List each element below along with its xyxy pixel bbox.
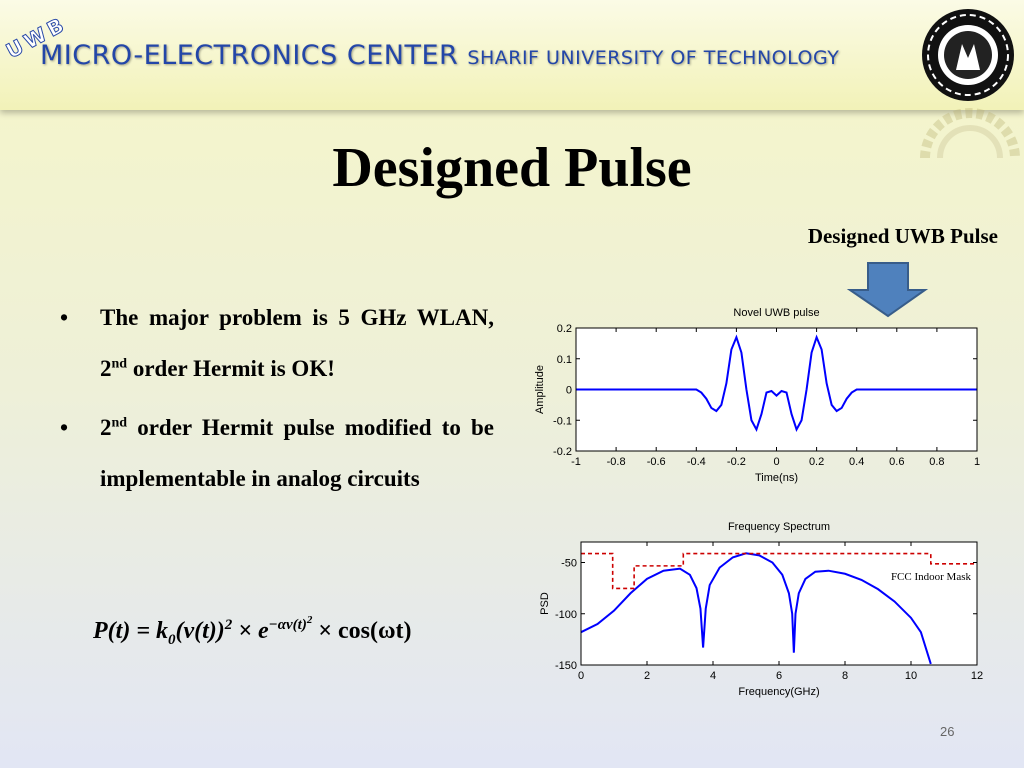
- x-tick-label: 8: [842, 670, 848, 682]
- x-tick-label: 2: [644, 670, 650, 682]
- bullet-text: order Hermit is OK!: [127, 356, 335, 381]
- bullet-dot: •: [60, 415, 69, 440]
- bullet-text: order Hermit pulse modified to be implem…: [100, 415, 494, 491]
- center-name: MICRO-ELECTRONICS CENTER: [40, 40, 459, 71]
- y-axis-label: Amplitude: [534, 365, 546, 414]
- formula-sub: 0: [168, 631, 176, 648]
- chart-title: Frequency Spectrum: [728, 521, 830, 533]
- bullet-sup: nd: [111, 415, 128, 431]
- x-tick-label: 1: [974, 456, 980, 468]
- bullet: • The major problem is 5 GHz WLAN, 2nd or…: [60, 292, 494, 394]
- y-tick-label: -150: [555, 660, 577, 672]
- y-tick-label: -100: [555, 609, 577, 621]
- formula-part: × e: [232, 618, 269, 644]
- x-tick-label: 6: [776, 670, 782, 682]
- x-tick-label: -0.4: [687, 456, 706, 468]
- formula-part: (v(t)): [175, 618, 225, 644]
- bullet: • 2nd order Hermit pulse modified to be i…: [60, 402, 494, 504]
- slide-number: 26: [940, 724, 955, 739]
- series-line: [580, 552, 932, 665]
- series-line: [576, 334, 977, 433]
- logo: [922, 9, 1014, 101]
- y-axis-label: PSD: [539, 592, 551, 615]
- x-tick-label: 10: [905, 670, 917, 682]
- formula-part: × cos(ωt): [312, 618, 412, 644]
- y-tick-label: -0.1: [553, 415, 572, 427]
- formula-sup: 2: [306, 614, 313, 626]
- plot-frame: [575, 327, 978, 452]
- x-tick-label: -1: [571, 456, 581, 468]
- x-tick-label: -0.2: [727, 456, 746, 468]
- x-tick-label: 0.6: [889, 456, 904, 468]
- bullet-list: • The major problem is 5 GHz WLAN, 2nd or…: [60, 292, 494, 504]
- x-tick-label: 0: [773, 456, 779, 468]
- x-tick-label: 12: [971, 670, 983, 682]
- x-tick-label: -0.8: [607, 456, 626, 468]
- y-tick-label: 0.1: [557, 354, 572, 366]
- y-tick-label: 0.2: [557, 323, 572, 335]
- x-tick-label: 0.2: [809, 456, 824, 468]
- bullet-text: 2: [100, 415, 112, 440]
- formula-sup: −αv(t)2: [268, 614, 313, 633]
- x-tick-label: 0: [578, 670, 584, 682]
- x-tick-label: 4: [710, 670, 716, 682]
- y-tick-label: 0: [566, 385, 572, 397]
- bullet-dot: •: [60, 305, 69, 330]
- x-axis-label: Time(ns): [755, 472, 798, 484]
- header-text: MICRO-ELECTRONICS CENTER SHARIF UNIVERSI…: [40, 40, 839, 71]
- annotation: FCC Indoor Mask: [891, 571, 972, 583]
- bullet-sup: nd: [111, 356, 128, 372]
- y-tick-label: -0.2: [553, 446, 572, 458]
- formula: P(t) = k0(v(t))2 × e−αv(t)2 × cos(ωt): [93, 614, 412, 649]
- formula-part: −αv(t): [268, 617, 307, 633]
- formula-part: P(t) = k: [93, 618, 168, 644]
- bullet-text: The major problem is 5 GHz WLAN, 2: [100, 305, 494, 381]
- plot-area: [581, 542, 977, 665]
- header-band: [0, 0, 1024, 110]
- callout: Designed UWB Pulse: [807, 224, 998, 248]
- series-line: [581, 552, 977, 590]
- x-tick-label: -0.6: [647, 456, 666, 468]
- logo-watermark: [920, 108, 1020, 159]
- chart-title: Novel UWB pulse: [733, 307, 819, 319]
- x-tick-label: 0.4: [849, 456, 864, 468]
- slide-title: Designed Pulse: [332, 137, 692, 199]
- arrow: [846, 262, 929, 318]
- plot-frame: [580, 541, 978, 666]
- x-axis-label: Frequency(GHz): [738, 686, 819, 698]
- y-tick-label: -50: [561, 558, 577, 570]
- university-name: SHARIF UNIVERSITY OF TECHNOLOGY: [467, 47, 840, 69]
- x-tick-label: 0.8: [929, 456, 944, 468]
- formula-sup: 2: [224, 617, 233, 633]
